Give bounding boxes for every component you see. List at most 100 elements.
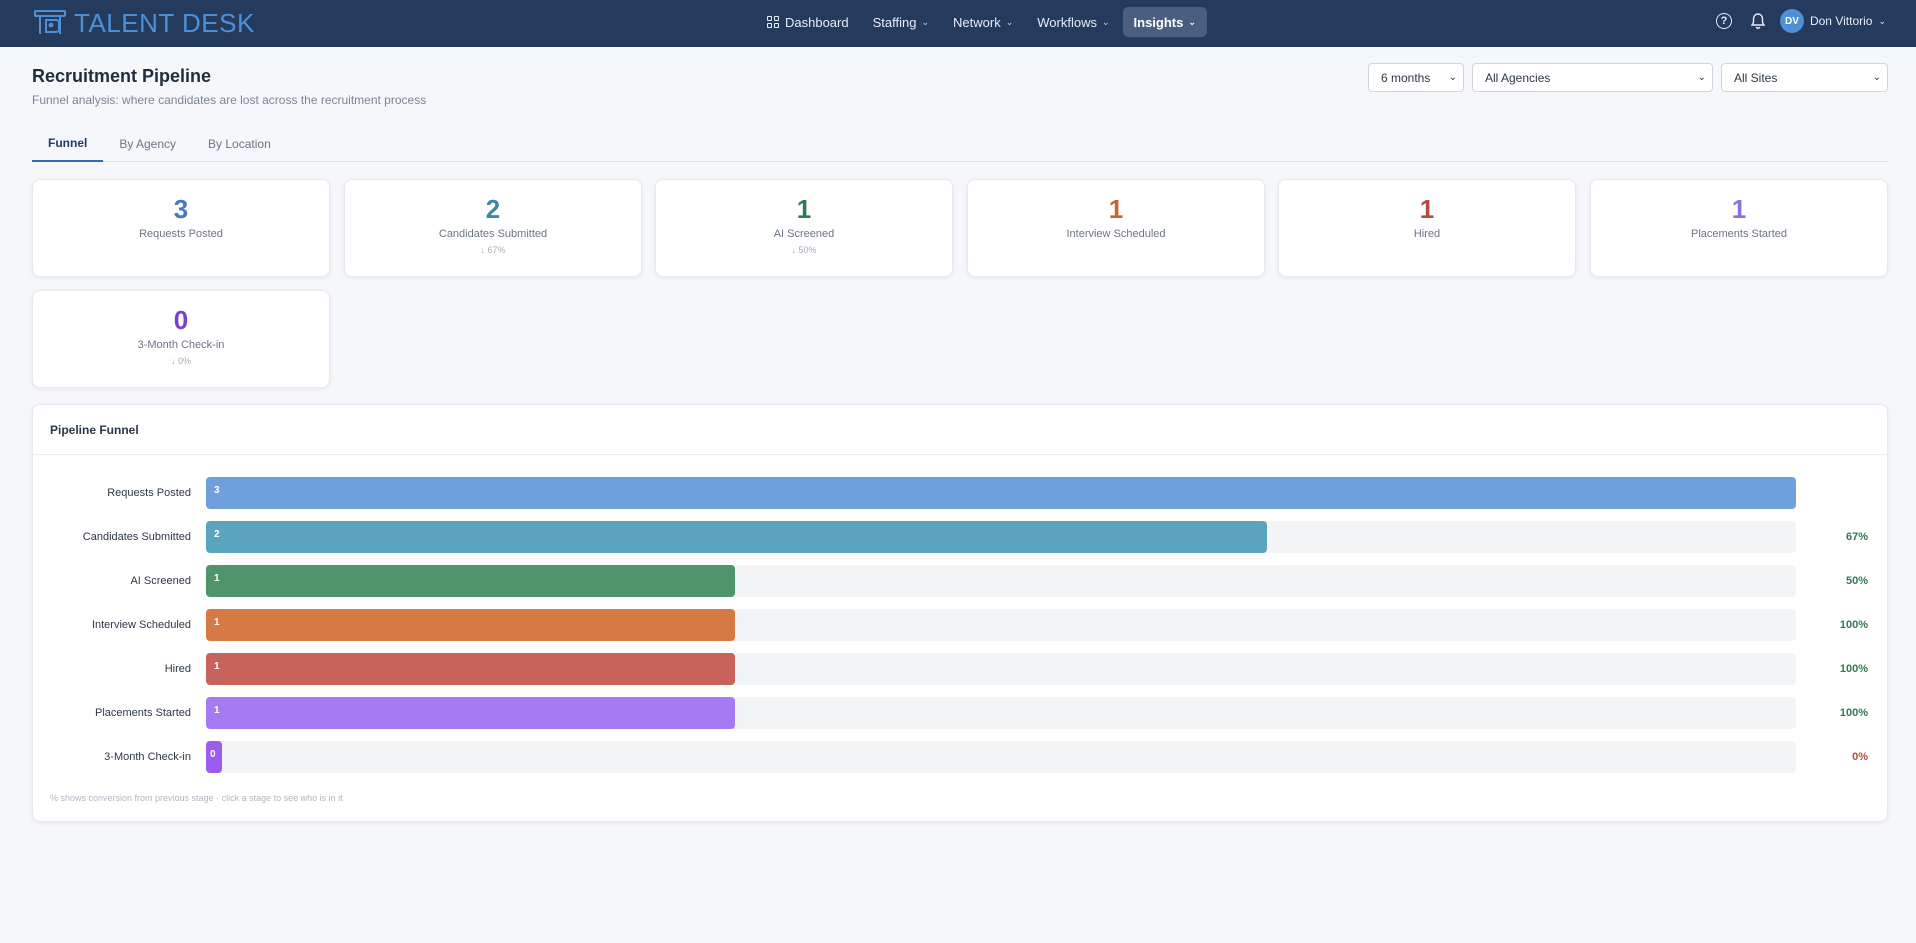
funnel-conversion-pct: 100% — [1839, 707, 1868, 719]
stat-label: 3-Month Check-in — [137, 339, 225, 351]
nav-insights[interactable]: Insights ⌄ — [1122, 7, 1207, 37]
stat-card-placements-started[interactable]: 1 Placements Started — [1590, 179, 1888, 277]
stat-value: 1 — [1108, 194, 1124, 224]
stat-label: Placements Started — [1691, 228, 1787, 240]
tab-by-agency[interactable]: By Agency — [119, 137, 177, 151]
nav-workflows[interactable]: Workflows ⌄ — [1026, 7, 1120, 37]
funnel-track: 1 — [206, 565, 1796, 597]
chevron-down-icon: ⌄ — [1448, 72, 1457, 83]
stat-card-hired[interactable]: 1 Hired — [1278, 179, 1576, 277]
chevron-down-icon: ⌄ — [1188, 16, 1196, 27]
nav-dashboard-label: Dashboard — [785, 14, 849, 30]
funnel-conversion-pct: 67% — [1845, 531, 1868, 543]
funnel-track: 1 — [206, 697, 1796, 729]
funnel-footnote: % shows conversion from previous stage ·… — [50, 793, 343, 803]
nav-staffing-label: Staffing — [872, 14, 917, 30]
funnel-bar: 1 — [206, 653, 735, 685]
stat-card-interview-scheduled[interactable]: 1 Interview Scheduled — [967, 179, 1265, 277]
funnel-bar: 0 — [206, 741, 222, 773]
app-name: TALENT DESK — [74, 8, 255, 38]
tab-by-location[interactable]: By Location — [208, 137, 271, 151]
view-tabs: Funnel By Agency By Location — [32, 126, 1888, 162]
agency-select-value: All Agencies — [1485, 70, 1551, 85]
chevron-down-icon: ⌄ — [1101, 16, 1110, 27]
funnel-stage-label: Candidates Submitted — [82, 531, 191, 543]
funnel-stage-label: Hired — [164, 663, 191, 675]
stat-value: 1 — [1731, 194, 1747, 224]
funnel-bar: 1 — [206, 609, 735, 641]
funnel-stage-interview-scheduled[interactable]: Interview Scheduled 1 100% — [33, 609, 1889, 641]
avatar[interactable]: DV — [1779, 9, 1804, 33]
stat-label: AI Screened — [773, 228, 835, 240]
funnel-track: 1 — [206, 609, 1796, 641]
period-select[interactable]: 6 months ⌄ — [1368, 63, 1464, 92]
stat-delta: ↓ 67% — [480, 245, 506, 255]
panel-title: Pipeline Funnel — [33, 405, 1887, 455]
pipeline-funnel-panel: Pipeline Funnel Requests Posted 3 Candid… — [32, 404, 1888, 822]
stat-label: Requests Posted — [139, 228, 223, 240]
chevron-down-icon: ⌄ — [1005, 16, 1014, 27]
funnel-bar: 1 — [206, 565, 735, 597]
funnel-conversion-pct — [1838, 477, 1868, 509]
funnel-stage-ai-screened[interactable]: AI Screened 1 50% — [33, 565, 1889, 597]
funnel-stage-3-month-check-in[interactable]: 3-Month Check-in 0 0% — [33, 741, 1889, 773]
nav-insights-label: Insights — [1133, 14, 1184, 30]
user-name[interactable]: Don Vittorio — [1809, 14, 1873, 28]
nav-network-label: Network — [953, 14, 1001, 30]
stat-card-3-month-check-in[interactable]: 0 3-Month Check-in ↓ 0% — [32, 290, 330, 388]
stat-card-requests-posted[interactable]: 3 Requests Posted — [32, 179, 330, 277]
question-circle-icon[interactable]: ? — [1715, 13, 1732, 29]
funnel-track: 3 — [206, 477, 1796, 509]
funnel-stage-label: AI Screened — [130, 575, 191, 587]
stat-label: Hired — [1413, 228, 1441, 240]
funnel-stage-requests-posted[interactable]: Requests Posted 3 — [33, 477, 1889, 509]
nav-workflows-label: Workflows — [1037, 14, 1097, 30]
stat-value: 3 — [173, 194, 189, 224]
stat-value: 1 — [796, 194, 812, 224]
user-area: ? DV Don Vittorio ⌄ — [1715, 8, 1886, 34]
funnel-stage-hired[interactable]: Hired 1 100% — [33, 653, 1889, 685]
period-select-value: 6 months — [1381, 70, 1431, 85]
tab-funnel[interactable]: Funnel — [32, 126, 104, 162]
stat-card-ai-screened[interactable]: 1 AI Screened ↓ 50% — [655, 179, 953, 277]
nav-dashboard[interactable]: Dashboard — [756, 7, 860, 37]
funnel-conversion-pct: 100% — [1839, 663, 1868, 675]
funnel-bar: 2 — [206, 521, 1267, 553]
funnel-conversion-pct: 100% — [1839, 619, 1868, 631]
funnel-stage-candidates-submitted[interactable]: Candidates Submitted 2 67% — [33, 521, 1889, 553]
funnel-stage-label: Requests Posted — [107, 487, 191, 499]
stat-card-candidates-submitted[interactable]: 2 Candidates Submitted ↓ 67% — [344, 179, 642, 277]
site-select[interactable]: All Sites ⌄ — [1721, 63, 1888, 92]
funnel-stage-placements-started[interactable]: Placements Started 1 100% — [33, 697, 1889, 729]
stat-value: 2 — [485, 194, 501, 224]
chevron-down-icon: ⌄ — [1697, 72, 1706, 83]
funnel-stage-label: Interview Scheduled — [91, 619, 191, 631]
agency-select[interactable]: All Agencies ⌄ — [1472, 63, 1713, 92]
bell-icon[interactable] — [1750, 12, 1766, 30]
stat-value: 0 — [173, 305, 189, 335]
nav-network[interactable]: Network ⌄ — [942, 7, 1024, 37]
chevron-down-icon: ⌄ — [921, 16, 930, 27]
stat-delta: ↓ 0% — [170, 356, 191, 366]
chevron-down-icon: ⌄ — [1872, 72, 1881, 83]
grid-icon — [767, 16, 779, 28]
page-title: Recruitment Pipeline — [32, 66, 212, 86]
main-nav: Dashboard Staffing ⌄ Network ⌄ Workflows… — [756, 7, 1209, 37]
funnel-track: 0 — [206, 741, 1796, 773]
funnel-stage-label: Placements Started — [95, 707, 191, 719]
funnel-stage-label: 3-Month Check-in — [104, 751, 191, 763]
funnel-conversion-pct: 0% — [1852, 751, 1868, 763]
funnel-conversion-pct: 50% — [1845, 575, 1868, 587]
logo-desk-icon — [34, 10, 66, 34]
funnel-track: 2 — [206, 521, 1796, 553]
stat-label: Interview Scheduled — [1066, 228, 1166, 240]
app-logo[interactable]: TALENT DESK — [32, 6, 255, 40]
page-subtitle: Funnel analysis: where candidates are lo… — [32, 93, 427, 107]
chevron-down-icon[interactable]: ⌄ — [1878, 15, 1886, 26]
site-select-value: All Sites — [1734, 70, 1778, 85]
funnel-track: 1 — [206, 653, 1796, 685]
funnel-bar: 3 — [206, 477, 1796, 509]
nav-staffing[interactable]: Staffing ⌄ — [862, 7, 940, 37]
stat-delta: ↓ 50% — [791, 245, 817, 255]
funnel-bar: 1 — [206, 697, 735, 729]
